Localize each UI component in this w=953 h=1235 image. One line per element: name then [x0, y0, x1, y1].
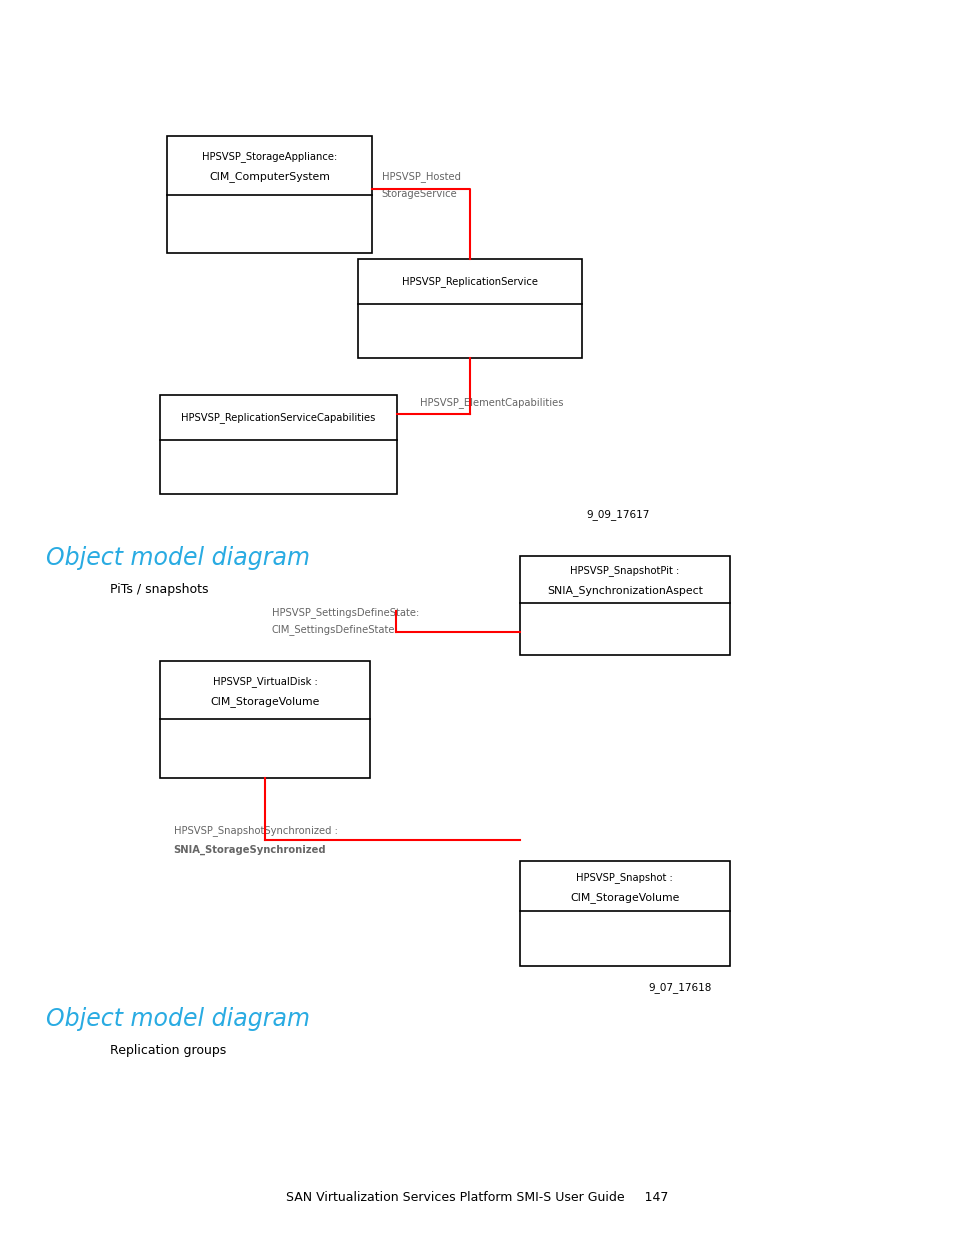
Text: 9_07_17618: 9_07_17618 [648, 982, 711, 993]
Bar [357, 259, 581, 358]
Text: HPSVSP_Hosted: HPSVSP_Hosted [381, 170, 460, 182]
Text: Object model diagram: Object model diagram [46, 1007, 310, 1030]
Bar [167, 136, 372, 253]
Text: Object model diagram: Object model diagram [46, 546, 310, 569]
Text: StorageService: StorageService [381, 189, 456, 199]
Text: CIM_StorageVolume: CIM_StorageVolume [570, 892, 679, 903]
Text: CIM_StorageVolume: CIM_StorageVolume [211, 695, 319, 706]
Text: HPSVSP_StorageAppliance:: HPSVSP_StorageAppliance: [202, 151, 336, 162]
Text: HPSVSP_ElementCapabilities: HPSVSP_ElementCapabilities [419, 396, 562, 408]
Bar [519, 556, 729, 655]
Text: HPSVSP_SnapshotPit :: HPSVSP_SnapshotPit : [570, 566, 679, 577]
Text: CIM_SettingsDefineState: CIM_SettingsDefineState [272, 624, 395, 635]
Text: HPSVSP_SettingsDefineState:: HPSVSP_SettingsDefineState: [272, 606, 418, 618]
Text: SNIA_StorageSynchronized: SNIA_StorageSynchronized [173, 845, 326, 855]
Bar [160, 661, 370, 778]
Text: Replication groups: Replication groups [110, 1044, 226, 1057]
Text: PiTs / snapshots: PiTs / snapshots [110, 583, 208, 597]
Text: CIM_ComputerSystem: CIM_ComputerSystem [209, 170, 330, 182]
Text: HPSVSP_VirtualDisk :: HPSVSP_VirtualDisk : [213, 676, 317, 687]
Text: HPSVSP_ReplicationServiceCapabilities: HPSVSP_ReplicationServiceCapabilities [181, 412, 375, 422]
Text: SNIA_SynchronizationAspect: SNIA_SynchronizationAspect [546, 585, 702, 597]
Text: 9_09_17617: 9_09_17617 [586, 509, 649, 520]
Text: HPSVSP_Snapshot :: HPSVSP_Snapshot : [576, 872, 673, 883]
Text: HPSVSP_SnapshotSynchronized :: HPSVSP_SnapshotSynchronized : [173, 825, 337, 836]
Text: SAN Virtualization Services Platform SMI-S User Guide     147: SAN Virtualization Services Platform SMI… [286, 1191, 667, 1204]
Bar [160, 395, 396, 494]
Text: HPSVSP_ReplicationService: HPSVSP_ReplicationService [401, 277, 537, 287]
Bar [519, 861, 729, 966]
